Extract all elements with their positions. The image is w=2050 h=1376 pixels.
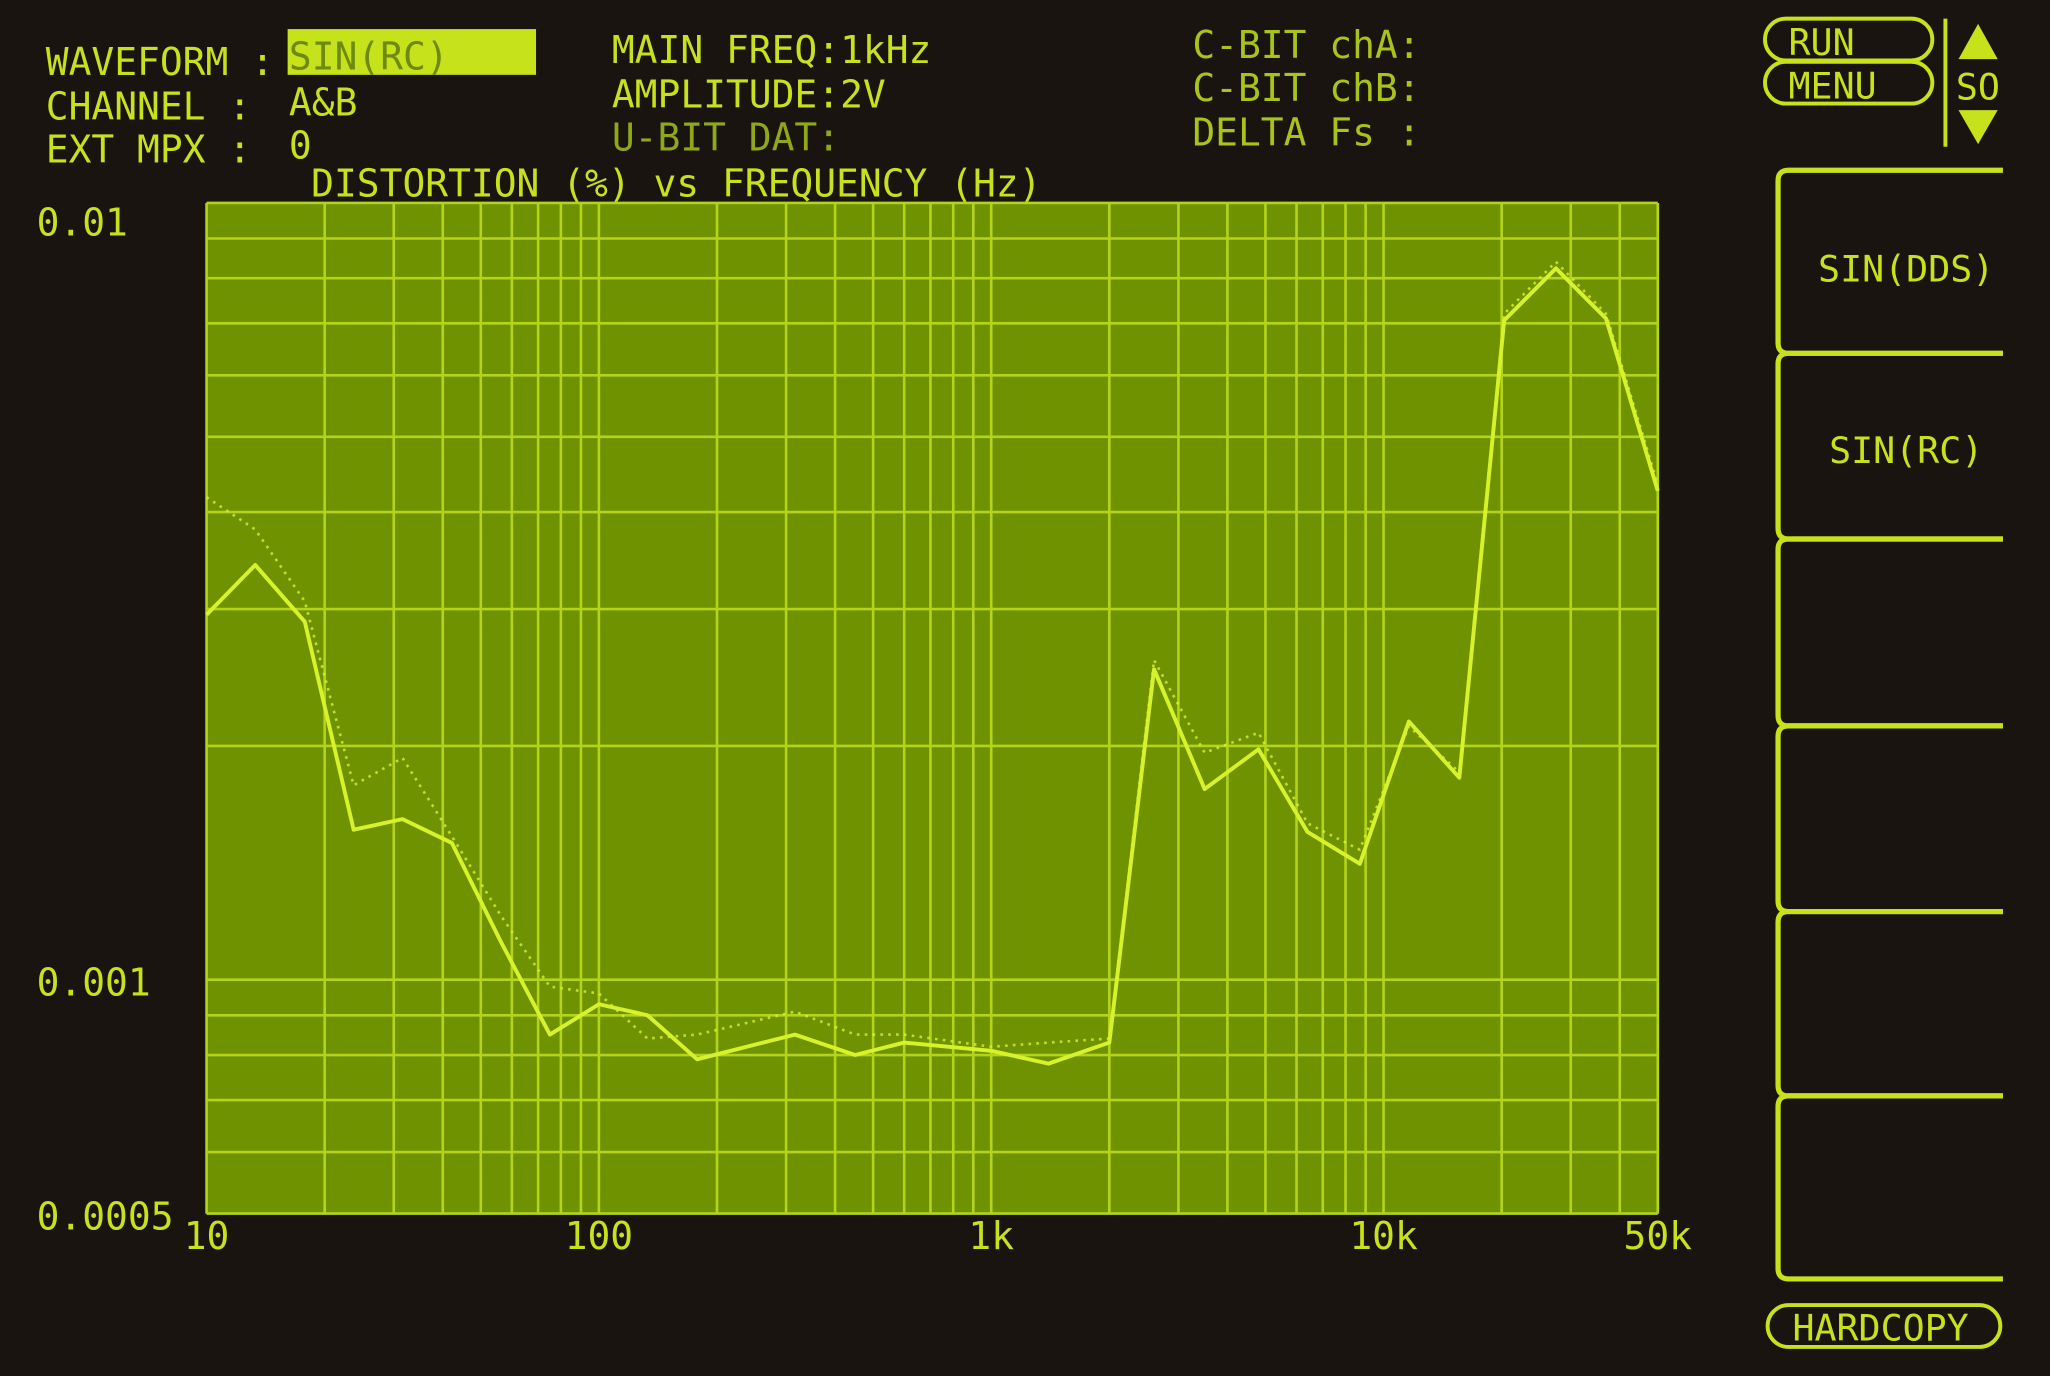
trace-solid — [205, 266, 1660, 1066]
scroll-label: SO — [1956, 66, 2000, 109]
x-tick-label: 50k — [1624, 1214, 1693, 1258]
x-tick-label: 10 — [184, 1214, 230, 1258]
channel-label: CHANNEL : — [46, 84, 251, 128]
delta-fs: DELTA Fs : — [1192, 110, 1420, 154]
ubit-dat: U-BIT DAT: — [612, 116, 840, 160]
waveform-value[interactable]: SIN(RC) — [289, 35, 449, 79]
channel-value[interactable]: A&B — [289, 80, 357, 124]
ext-mpx-value[interactable]: 0 — [289, 124, 312, 168]
run-button[interactable]: RUN — [1763, 16, 1935, 65]
settings-panel: WAVEFORM : SIN(RC) CHANNEL : A&B EXT MPX… — [46, 23, 1421, 172]
softkey-label: SIN(DDS) — [1818, 247, 1994, 290]
softkey-label: SIN(RC) — [1829, 429, 1983, 472]
y-tick-label: 0.0005 — [37, 1194, 174, 1238]
waveform-label: WAVEFORM : — [46, 40, 274, 84]
cbit-cha: C-BIT chA: — [1192, 23, 1420, 67]
softkey-frame — [1775, 1093, 2003, 1282]
run-label: RUN — [1789, 21, 1855, 64]
cbit-chb: C-BIT chB: — [1192, 66, 1420, 110]
traces — [205, 260, 1660, 1066]
amplitude: AMPLITUDE:2V — [612, 73, 886, 117]
softkey-6[interactable] — [1775, 1093, 2003, 1282]
hardcopy-label: HARDCOPY — [1792, 1306, 1968, 1349]
y-tick-label: 0.01 — [37, 201, 128, 245]
x-tick-label: 1k — [968, 1214, 1014, 1258]
x-tick-label: 10k — [1349, 1214, 1418, 1258]
main-freq: MAIN FREQ:1kHz — [612, 28, 932, 72]
triangle-up-icon[interactable] — [1958, 23, 1998, 60]
triangle-down-icon[interactable] — [1958, 110, 1998, 145]
hardcopy-button[interactable]: HARDCOPY — [1765, 1303, 2003, 1349]
menu-button[interactable]: MENU — [1763, 59, 1935, 108]
chart-title: DISTORTION (%) vs FREQUENCY (Hz) — [311, 161, 1041, 205]
menu-label: MENU — [1789, 64, 1877, 107]
tick-labels: 10 100 1k 10k 50k 0.01 0.001 0.0005 — [37, 201, 1693, 1258]
ext-mpx-label: EXT MPX : — [46, 127, 251, 171]
y-tick-label: 0.001 — [37, 960, 151, 1004]
softkey-1[interactable]: SIN(DDS) — [1775, 167, 2003, 356]
waveform-highlight[interactable] — [287, 29, 537, 75]
plot-area — [206, 202, 1658, 1214]
x-tick-label: 100 — [565, 1214, 633, 1258]
grid — [205, 201, 1660, 1215]
softkey-column: SIN(DDS) SIN(RC) — [1775, 167, 2003, 1282]
